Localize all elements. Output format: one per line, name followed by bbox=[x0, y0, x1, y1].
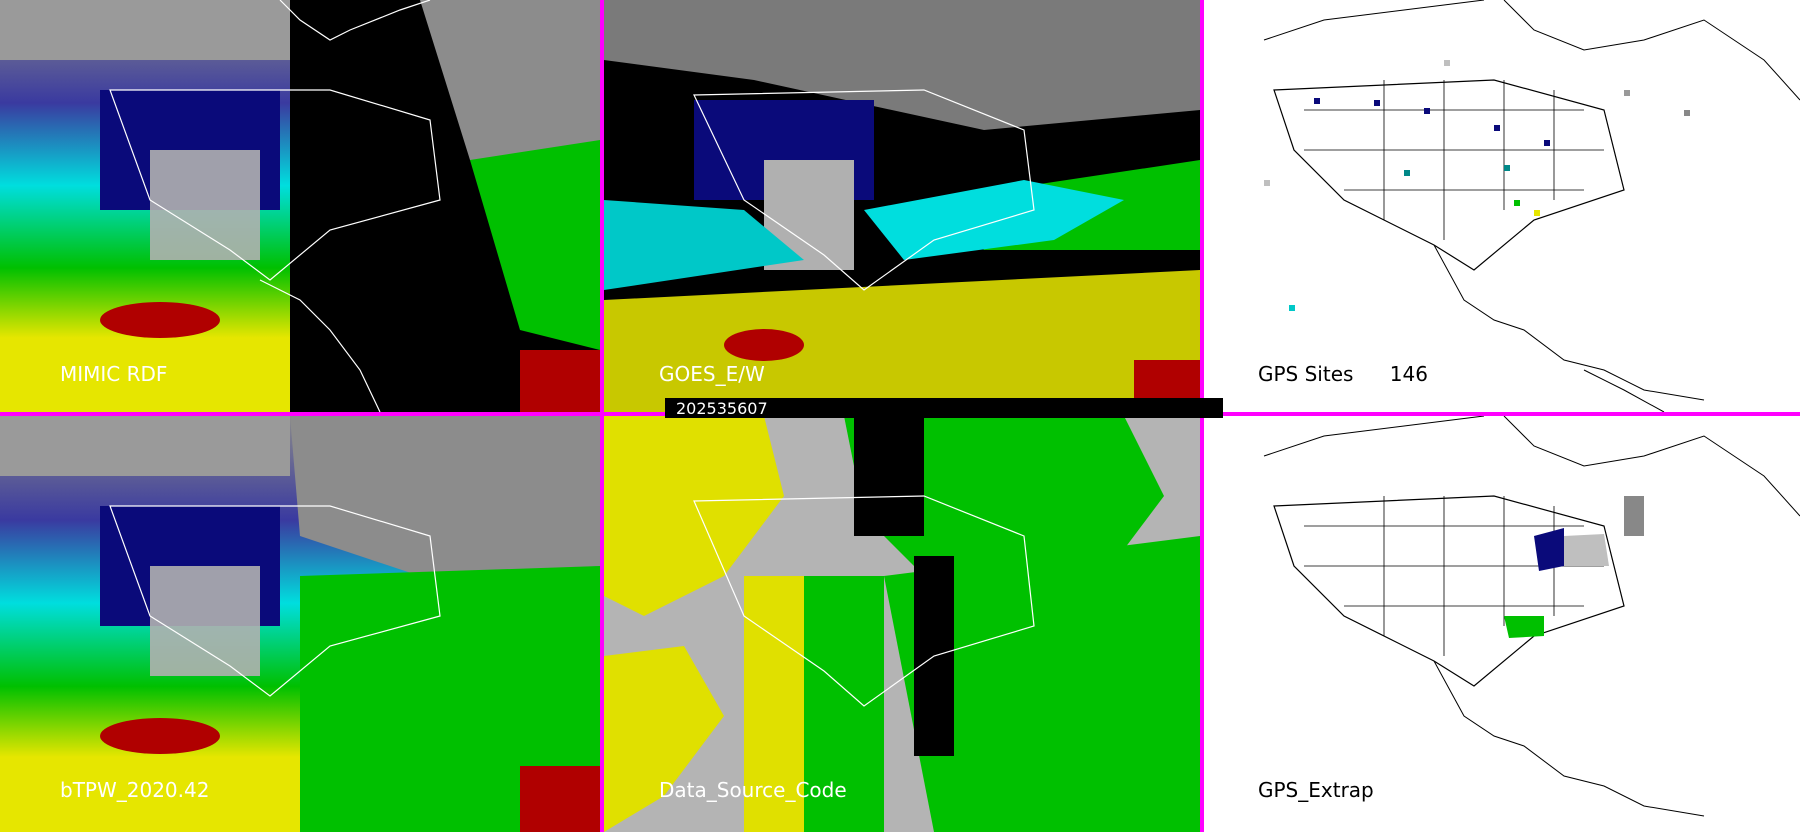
gps-sites-map-image bbox=[1263, 0, 1800, 412]
gps-site-marker bbox=[1504, 165, 1510, 171]
gps-site-marker bbox=[1494, 125, 1500, 131]
panel-goes: GOES_E/W bbox=[604, 0, 1200, 412]
goes-map-image bbox=[604, 0, 1200, 412]
timestamp-label: 202535607 bbox=[676, 399, 768, 418]
panel-label-gps-sites: GPS Sites 146 bbox=[1258, 362, 1428, 386]
panel-btpw: bTPW_2020.42 bbox=[0, 416, 600, 832]
timestamp-bar bbox=[665, 398, 1223, 418]
panel-data-source: Data_Source_Code bbox=[604, 416, 1200, 832]
data-source-map-image bbox=[604, 416, 1200, 832]
panel-gps-sites: GPS Sites 146 bbox=[1204, 0, 1800, 412]
panel-label-data-source: Data_Source_Code bbox=[659, 778, 847, 802]
gps-site-marker bbox=[1314, 98, 1320, 104]
panel-label-btpw: bTPW_2020.42 bbox=[60, 778, 210, 802]
panel-label-gps-extrap: GPS_Extrap bbox=[1258, 778, 1374, 802]
gps-extrap-map-image bbox=[1263, 416, 1800, 817]
panel-mimic-rdf: MIMIC RDF bbox=[0, 0, 600, 412]
gps-site-marker bbox=[1534, 210, 1540, 216]
gps-site-marker bbox=[1289, 305, 1295, 311]
gps-site-marker bbox=[1624, 90, 1630, 96]
gps-site-marker bbox=[1544, 140, 1550, 146]
gps-site-marker bbox=[1404, 170, 1410, 176]
mimic-map-image bbox=[0, 0, 600, 412]
gps-site-marker bbox=[1514, 200, 1520, 206]
gps-site-marker bbox=[1264, 180, 1270, 186]
gps-site-marker bbox=[1424, 108, 1430, 114]
panel-label-mimic: MIMIC RDF bbox=[60, 362, 168, 386]
gps-sites-label-text: GPS Sites bbox=[1258, 362, 1354, 386]
divider-vertical-left bbox=[600, 0, 604, 832]
gps-site-marker bbox=[1374, 100, 1380, 106]
gps-site-marker bbox=[1684, 110, 1690, 116]
gps-site-marker bbox=[1444, 60, 1450, 66]
panel-label-goes: GOES_E/W bbox=[659, 362, 765, 386]
btpw-map-image bbox=[0, 416, 600, 832]
gps-sites-count: 146 bbox=[1389, 362, 1428, 386]
panel-gps-extrap: GPS_Extrap bbox=[1204, 416, 1800, 832]
